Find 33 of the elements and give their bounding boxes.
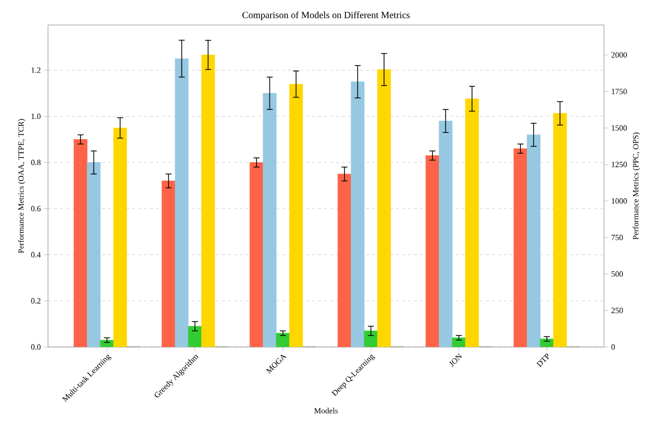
y2-tick-label: 1000 <box>612 198 627 204</box>
y-tick-label: 0.4 <box>31 252 41 258</box>
bar <box>86 162 101 347</box>
y2-tick-label: 1250 <box>612 162 627 168</box>
bar <box>426 155 440 347</box>
bar <box>162 180 176 347</box>
y2-tick-label: 2000 <box>611 52 627 58</box>
y2-tick-label: 250 <box>611 308 623 314</box>
bar <box>250 162 264 347</box>
y-tick-label: 1.0 <box>32 114 41 120</box>
y2-axis-title: Performance Metrics (PPC, OPS) <box>632 132 640 240</box>
bar <box>338 174 352 347</box>
y-tick-label: 0.0 <box>31 344 41 350</box>
y2-tick-label: 500 <box>612 271 623 277</box>
bar <box>526 134 540 347</box>
bar <box>74 139 88 347</box>
x-tick-label: DTP <box>536 354 550 368</box>
y2-tick-label: 750 <box>612 234 623 240</box>
y-tick-label: 0.2 <box>31 298 40 304</box>
bar <box>350 82 364 347</box>
y-tick-label: 0.8 <box>31 160 41 166</box>
bar <box>174 58 189 347</box>
bar <box>438 120 452 347</box>
bar <box>262 93 276 347</box>
y2-tick-label: 1750 <box>612 88 627 94</box>
chart-title: Comparison of Models on Different Metrics <box>242 11 410 20</box>
x-axis-title: Models <box>314 408 338 414</box>
y2-tick-label: 1500 <box>612 125 627 131</box>
y-tick-label: 0.6 <box>31 206 41 212</box>
bar <box>514 148 528 347</box>
y-axis-title: Performance Metrics (OAA, TTPE, TCR) <box>18 119 26 254</box>
y2-tick-label: 0 <box>611 344 615 350</box>
y-tick-label: 1.2 <box>32 68 40 73</box>
